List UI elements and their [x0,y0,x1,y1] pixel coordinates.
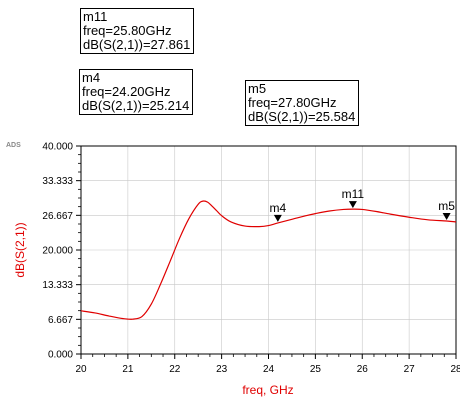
y-axis: 0.000 6.667 13.333 20.000 26.667 33.333 40.000 [42,142,81,361]
marker-value: dB(S(2,1))=27.861 [83,37,191,52]
markers: m11 m4 m5 [270,187,455,222]
y-axis-title: dB(S(2,1)) [13,222,27,277]
marker-triangle [273,214,282,222]
x-tick-label: 27 [404,364,416,375]
marker-freq: freq=25.80GHz [83,23,172,38]
y-tick-label: 20.000 [42,246,73,257]
marker-freq: freq=24.20GHz [82,84,171,99]
marker-freq: freq=27.80GHz [248,95,337,110]
marker-label: m11 [342,187,365,201]
marker-name: m4 [82,70,101,85]
x-tick-label: 22 [169,364,181,375]
y-tick-label: 26.667 [42,211,73,222]
grid [80,145,457,355]
marker-value: dB(S(2,1))=25.214 [82,98,190,113]
marker-readout-m5: m5 freq=27.80GHz dB(S(2,1))=25.584 [245,80,360,126]
y-tick-label: 13.333 [42,280,73,291]
x-tick-label: 26 [357,364,369,375]
marker-name: m11 [83,9,108,24]
y-tick-label: 33.333 [42,176,73,187]
x-axis-title: freq, GHz [242,383,293,397]
x-tick-label: 23 [216,364,228,375]
marker-label: m4 [270,201,287,215]
x-tick-label: 20 [75,364,87,375]
y-tick-label: 0.000 [48,350,73,361]
x-tick-label: 21 [122,364,134,375]
y-tick-label: 40.000 [42,142,73,153]
series-line [80,200,457,320]
x-tick-label: 28 [450,364,460,375]
marker-triangle [348,201,357,209]
ads-label: ADS [6,142,21,149]
marker-value: dB(S(2,1))=25.584 [248,109,356,124]
marker-readout-m11: m11 freq=25.80GHz dB(S(2,1))=27.861 [80,8,195,54]
marker-name: m5 [248,81,267,96]
x-axis: 20 21 22 23 24 25 26 27 28 [75,354,460,375]
y-tick-label: 6.667 [48,315,73,326]
marker-label: m5 [438,199,455,213]
x-tick-label: 24 [263,364,275,375]
marker-triangle [442,212,451,220]
marker-readout-m4: m4 freq=24.20GHz dB(S(2,1))=25.214 [79,69,194,115]
x-tick-label: 25 [310,364,322,375]
